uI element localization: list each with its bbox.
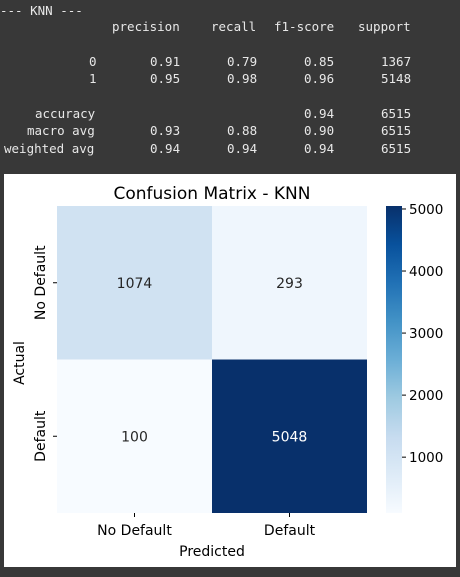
cell-precision: 0.95 [150, 71, 181, 86]
cell-recall: 0.88 [227, 123, 258, 138]
classification-report: --- KNN --- precision recall f1-score su… [0, 0, 460, 170]
row-label: accuracy [35, 106, 96, 121]
colorbar-tick-label: 3000 [409, 326, 443, 342]
header-f1-score: f1-score [274, 19, 335, 34]
cell-recall: 0.98 [227, 71, 258, 86]
cell-value-label: 100 [121, 429, 148, 445]
colorbar-tick-label: 4000 [409, 264, 443, 280]
chart-panel: Confusion Matrix - KNN 1074 293 100 5048 No… [4, 174, 456, 567]
cell-support: 6515 [381, 106, 412, 121]
cell-support: 6515 [381, 141, 412, 156]
chart-title: Confusion Matrix - KNN [113, 184, 310, 204]
cell-f1: 0.94 [304, 106, 335, 121]
cell-support: 6515 [381, 123, 412, 138]
cell-f1: 0.90 [304, 123, 335, 138]
x-axis-label: Predicted [179, 544, 245, 560]
cell-precision: 0.91 [150, 54, 181, 69]
x-tick-label: Default [264, 523, 316, 539]
row-label: 0 [89, 54, 97, 69]
heatmap-cell [212, 359, 367, 513]
y-tick-label: Default [33, 410, 49, 462]
y-axis-label: Actual [12, 341, 28, 385]
header-precision: precision [112, 19, 180, 34]
colorbar-tick-label: 5000 [409, 202, 443, 218]
cell-f1: 0.96 [304, 71, 335, 86]
colorbar-tick-label: 1000 [409, 450, 443, 466]
cell-recall: 0.94 [227, 141, 258, 156]
cell-support: 5148 [381, 71, 412, 86]
row-label: 1 [89, 71, 97, 86]
cell-f1: 0.85 [304, 54, 335, 69]
colorbar-tick-label: 2000 [409, 388, 443, 404]
cell-precision: 0.93 [150, 123, 181, 138]
header-recall: recall [211, 19, 257, 34]
x-tick-label: No Default [97, 523, 172, 539]
heatmap-cell [57, 359, 212, 513]
cell-value-label: 293 [276, 276, 303, 292]
row-label: macro avg [27, 123, 95, 138]
cell-value-label: 1074 [117, 276, 153, 292]
header-support: support [358, 19, 411, 34]
cell-support: 1367 [381, 54, 412, 69]
row-label: weighted avg [4, 141, 95, 156]
colorbar [386, 206, 402, 513]
cell-f1: 0.94 [304, 141, 335, 156]
y-tick-label: No Default [33, 245, 49, 320]
heatmap-cell [57, 206, 212, 360]
cell-precision: 0.94 [150, 141, 181, 156]
heatmap-cell [212, 206, 367, 360]
cell-value-label: 5048 [272, 429, 308, 445]
confusion-matrix-chart: Confusion Matrix - KNN 1074 293 100 5048 No… [12, 184, 443, 560]
report-title: --- KNN --- [0, 3, 83, 18]
cell-recall: 0.79 [227, 54, 258, 69]
